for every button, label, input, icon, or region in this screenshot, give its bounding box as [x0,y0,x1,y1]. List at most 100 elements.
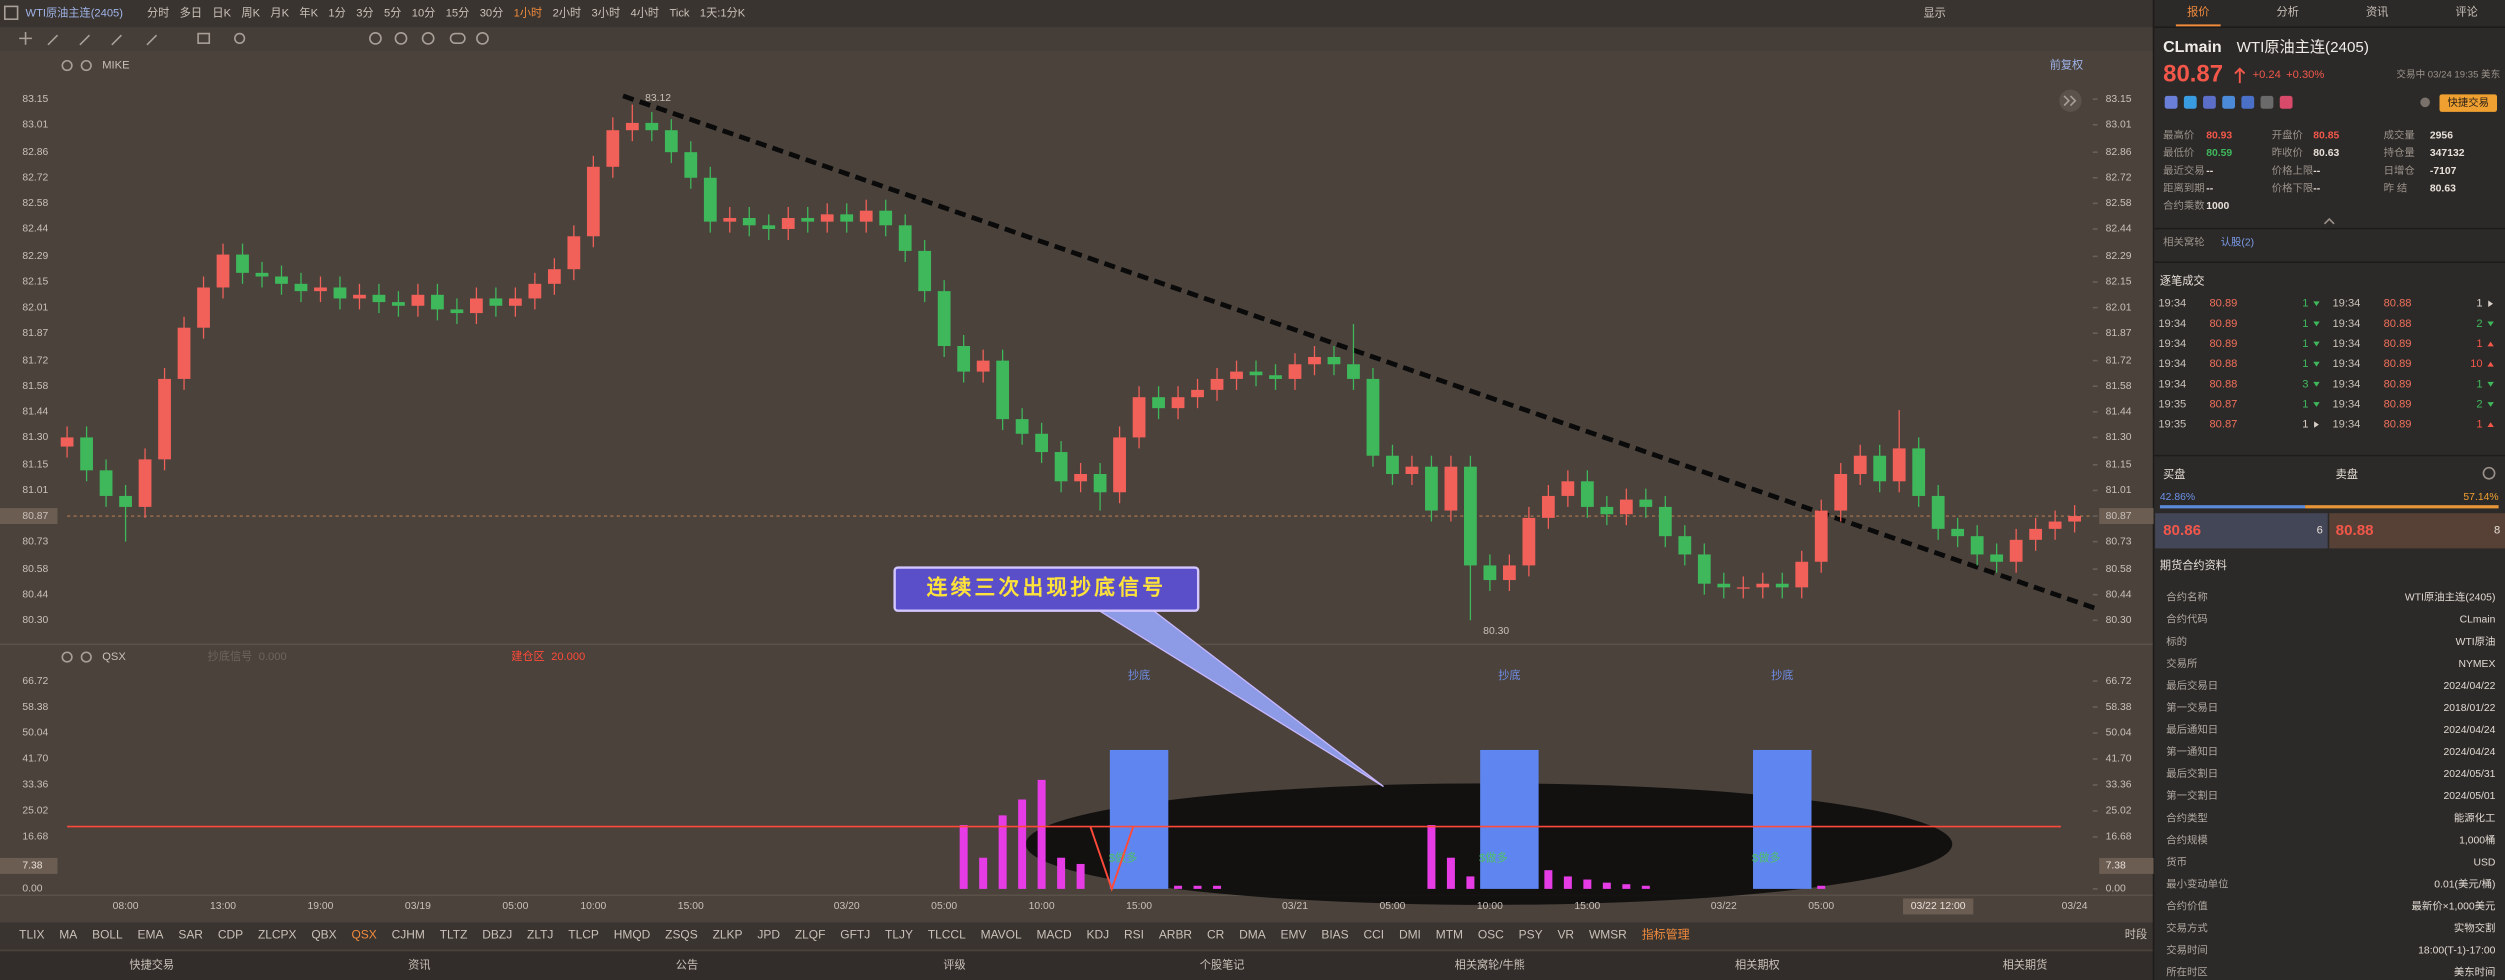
price-change: +0.24 [2253,69,2281,81]
indicator-tab[interactable]: BIAS [1321,927,1348,941]
period-tab[interactable]: Tick [669,8,689,20]
icon[interactable] [449,32,466,44]
indicator-name[interactable]: MIKE [102,59,129,71]
indicator-tab[interactable]: CCI [1363,927,1384,941]
trade-side-icon [2487,321,2494,327]
icon[interactable] [80,651,92,663]
icon[interactable] [197,32,211,44]
icon[interactable] [476,31,489,45]
panel-tab[interactable]: 报价 [2187,5,2209,19]
quick-trade-label[interactable]: 快捷交易 [2448,96,2490,109]
icon[interactable] [61,651,73,663]
panel-tab[interactable]: 评论 [2455,5,2477,19]
icon[interactable] [394,31,408,45]
period-tab[interactable]: 分时 [147,7,169,20]
indicator-tab[interactable]: KDJ [1087,927,1110,941]
icon[interactable] [47,34,158,46]
indicator-tab[interactable]: WMSR [1589,927,1627,941]
indicator-tab[interactable]: OSC [1478,927,1504,941]
quick-trade-button[interactable] [2439,94,2498,112]
indicator-tab[interactable]: MA [59,927,77,941]
indicator-tab[interactable]: QBX [311,927,336,941]
footer-tab[interactable]: 评级 [943,959,965,972]
icon[interactable] [2063,95,2077,107]
info-value: 最新价×1,000美元 [2412,900,2496,913]
indicator-tab[interactable]: EMA [138,927,164,941]
period-tab[interactable]: 10分 [412,7,436,20]
indicator-tab[interactable]: SAR [178,927,203,941]
footer-tab[interactable]: 公告 [676,959,698,972]
draw-tools[interactable] [19,31,2082,663]
indicator-tab[interactable]: GFTJ [840,927,870,941]
period-tab[interactable]: 3小时 [592,7,621,20]
warrants-link[interactable]: 认股(2) [2221,236,2254,249]
period-tab[interactable]: 3分 [356,7,373,20]
icon[interactable] [80,59,92,72]
period-tab[interactable]: 年K [299,6,318,20]
info-value: USD [2474,857,2496,868]
indicator-tab[interactable]: JPD [757,927,780,941]
indicator-tab[interactable]: TLJY [885,927,913,941]
callout-text: 连续三次出现抄底信号 [927,576,1167,600]
indicator-tab[interactable]: QSX [352,927,377,941]
indicator-tab[interactable]: PSY [1519,927,1543,941]
panel-tab[interactable]: 资讯 [2366,6,2388,19]
period-tab[interactable]: 15分 [446,7,470,20]
panel-tab[interactable]: 分析 [2277,5,2299,19]
indicator-tab[interactable]: ARBR [1159,927,1193,941]
indicator-tab[interactable]: ZLKP [713,927,743,941]
indicator-tab[interactable]: TLIX [19,927,44,941]
indicator-tab[interactable]: VR [1557,927,1574,941]
period-tab[interactable]: 1小时 [514,7,543,20]
footer-tab[interactable]: 快捷交易 [129,958,174,972]
indicator-tab[interactable]: TLTZ [440,927,468,941]
period-tab[interactable]: 1天:1分K [700,7,746,20]
footer-tab[interactable]: 相关期货 [2003,958,2048,972]
period-tab[interactable]: 2小时 [553,7,582,20]
icon[interactable] [19,31,32,45]
indicator-tab[interactable]: TLCP [568,927,599,941]
indicator-tab[interactable]: MACD [1036,927,1072,941]
indicator-tab[interactable]: EMV [1281,927,1307,941]
icon[interactable] [369,31,382,45]
period-tab[interactable]: 日K [212,8,231,20]
period-tab[interactable]: 4小时 [631,7,660,20]
indicator-tab[interactable]: ZLCPX [258,927,297,941]
indicator-tab[interactable]: ZLTJ [527,927,553,941]
indicator-tab[interactable]: CJHM [392,927,425,941]
indicator-tab[interactable]: ZLQF [795,927,826,941]
indicator-tab[interactable]: DMA [1239,927,1266,941]
trade-qty: 3 [2302,378,2308,390]
indicator-tab[interactable]: DMI [1399,927,1421,941]
footer-tab[interactable]: 个股笔记 [1200,958,1245,972]
footer-tab[interactable]: 资讯 [408,959,430,972]
session-tab[interactable]: 时段 [2125,927,2147,941]
icon[interactable] [61,59,73,72]
indicator-tab[interactable]: DBZJ [482,927,512,941]
indicator-tab[interactable]: HMQD [614,927,651,941]
period-tab[interactable]: 周K [241,7,260,20]
period-tab[interactable]: 5分 [384,7,401,20]
indicator-tab[interactable]: ZSQS [665,927,698,941]
indicator-tab[interactable]: 指标管理 [1642,926,1690,941]
period-tab[interactable]: 多日 [180,6,202,20]
indicator-tab[interactable]: BOLL [92,927,123,941]
footer-tab[interactable]: 相关期权 [1735,958,1780,972]
indicator-tab[interactable]: CDP [218,927,243,941]
period-tab[interactable]: 1分 [328,7,345,20]
period-tab[interactable]: 月K [270,8,289,20]
indicator-tab[interactable]: TLCCL [928,927,966,941]
collapse-button[interactable] [2059,89,2082,112]
indicator-tab[interactable]: CR [1207,927,1225,941]
x-tick-label: 03/19 [405,901,431,912]
icon[interactable] [421,31,435,45]
indicator-tab[interactable]: MTM [1436,927,1463,941]
indicator-tab[interactable]: MAVOL [981,927,1022,941]
indicator-name[interactable]: QSX [102,651,126,663]
adjust-mode[interactable]: 前复权 [2050,57,2084,71]
footer-tab[interactable]: 相关窝轮/牛熊 [1455,958,1525,972]
display-menu[interactable]: 显示 [1923,7,1945,20]
indicator-tab[interactable]: RSI [1124,927,1144,941]
icon[interactable] [234,32,246,44]
period-tab[interactable]: 30分 [480,7,504,20]
